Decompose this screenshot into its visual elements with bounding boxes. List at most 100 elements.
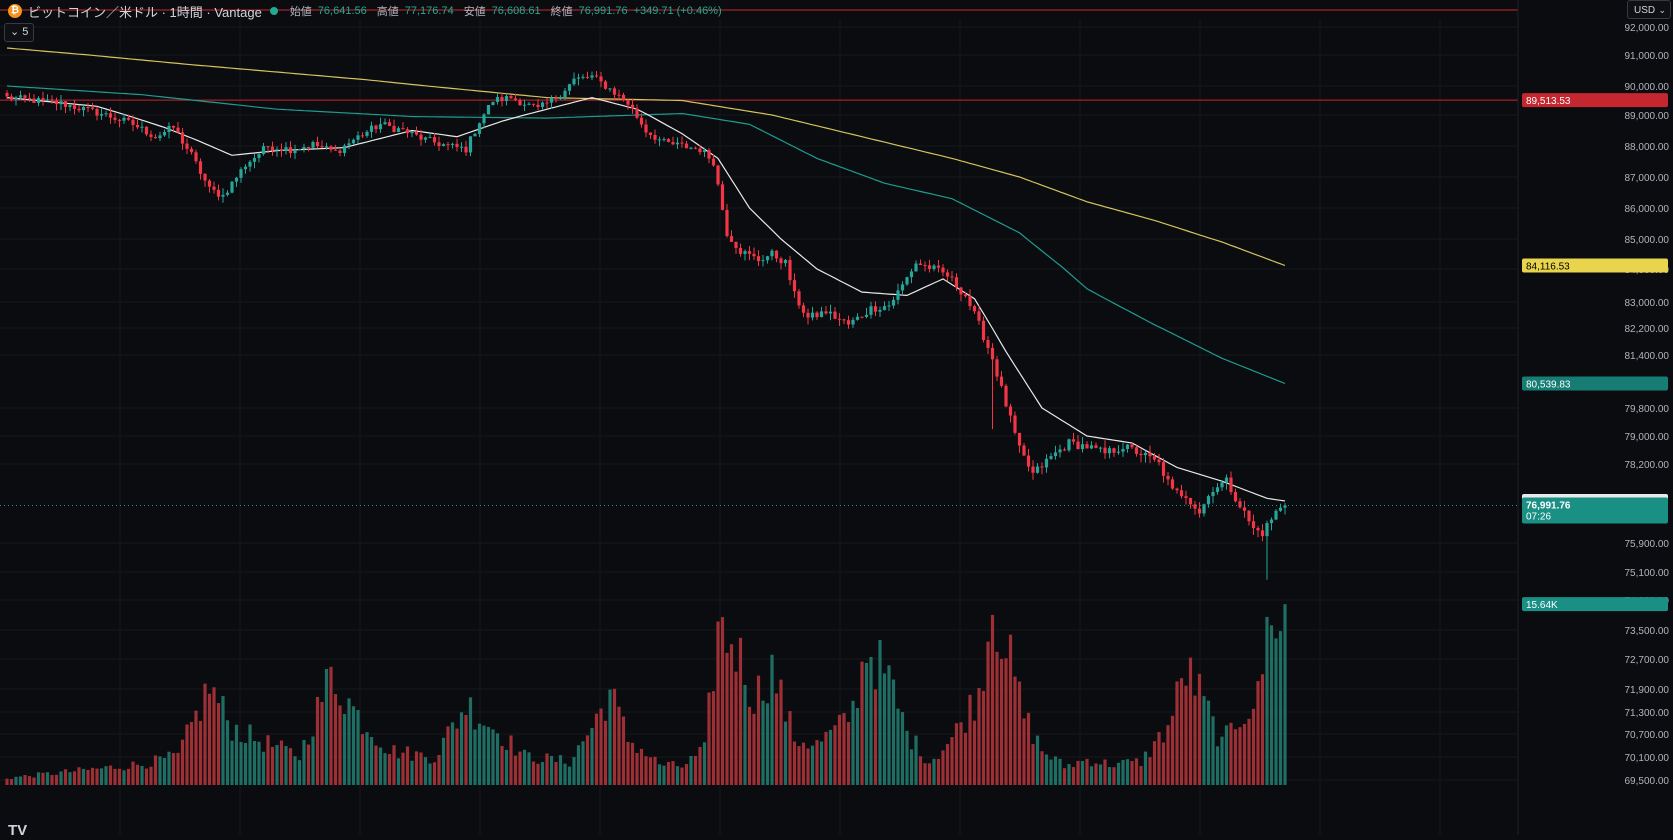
volume-bar [59,771,63,785]
candle [446,144,450,146]
candle [257,154,261,158]
ma-slow-line [6,47,1286,267]
volume-bar [846,721,851,785]
symbol-title[interactable]: ビットコイン／米ドル · 1時間 · Vantage [28,4,262,20]
candle [365,131,369,136]
price-tick-label: 85,000.00 [1625,235,1670,246]
price-tick-label: 89,000.00 [1625,111,1670,122]
candle [1058,449,1062,453]
volume-bar [1130,761,1134,785]
volume-bar [369,737,374,785]
volume-bar [1161,742,1166,785]
market-status-icon[interactable] [269,7,278,15]
candle [99,114,104,116]
volume-bar [990,614,995,785]
candle [522,104,527,106]
price-tick-label: 83,000.00 [1625,298,1670,309]
candle [338,150,342,153]
volume-bar [68,772,72,785]
candle [977,311,981,321]
volume-bar [135,764,140,785]
volume-bar [720,617,725,785]
volume-bar [504,749,509,785]
candle [1260,530,1265,537]
volume-bar [599,708,603,785]
candle [1251,521,1256,529]
volume-bar [446,726,450,785]
price-axis[interactable]: 92,000.00 91,000.00 90,000.00 89,000.00 88,0… [1517,0,1673,835]
candle [351,139,356,144]
volume-bar [36,772,41,785]
volume-bar [320,702,324,785]
volume-bar [95,768,99,785]
price-tick-label: 71,300.00 [1625,708,1670,719]
price-tick-label: 79,000.00 [1625,432,1670,443]
candle [671,142,675,145]
candle [392,125,396,132]
chevron-down-icon: ⌄ [1658,5,1666,15]
price-tick-label: 82,200.00 [1625,324,1670,335]
candle [1175,488,1179,491]
volume-bar [540,762,545,785]
price-tick-label: 70,100.00 [1625,753,1670,764]
horizontal-line-group[interactable] [0,9,1518,101]
candle [315,142,320,147]
volume-bar [581,741,585,785]
volume-bar [360,734,365,785]
price-tick-label: 69,500.00 [1625,776,1670,787]
candle [1215,487,1220,492]
candle [581,76,585,78]
volume-bar [626,741,630,785]
candle [837,318,842,320]
volume-bar [1040,751,1044,785]
volume-bar [1202,696,1206,785]
volume-bar [378,747,383,785]
volume-bar [1004,658,1008,785]
candle [86,107,90,109]
indicators-toggle-button[interactable]: ⌄ 5 [4,23,35,42]
candle [689,147,693,149]
volume-bar [1170,715,1175,785]
candle [653,134,657,140]
volume-bar [1256,681,1260,785]
volume-bar [675,766,680,785]
candle [761,260,765,262]
candle [198,161,203,174]
candle [1035,466,1040,473]
volume-bar [329,666,333,785]
volume-bar [365,732,369,785]
volume-bar [801,742,806,785]
candle [900,284,905,291]
volume-bar [104,766,108,785]
volume-bar [284,745,288,785]
candle [419,134,423,140]
candle [936,265,941,268]
candle [765,256,770,261]
volume-bar [302,739,306,785]
candle [972,306,977,312]
volume-bar [936,758,941,785]
currency-select[interactable]: USD ⌄ [1627,0,1671,19]
volume-bar [986,641,990,785]
bitcoin-icon: ₿ [8,4,22,18]
tradingview-logo-icon[interactable]: TV [8,822,28,839]
volume-bar [117,768,122,785]
candle [171,125,176,128]
candle [126,117,131,120]
candle [396,128,401,132]
volume-bar [27,776,32,785]
candle [378,124,383,130]
volume-bar [716,621,720,785]
candle [176,127,180,133]
price-tick-label: 87,000.00 [1625,173,1670,184]
candle [774,250,779,259]
candle [995,359,999,377]
candle [693,147,698,149]
candle [491,101,495,105]
candle [990,347,995,360]
volume-bar [342,713,347,785]
candle [1242,507,1247,511]
volume-bar [396,758,401,785]
